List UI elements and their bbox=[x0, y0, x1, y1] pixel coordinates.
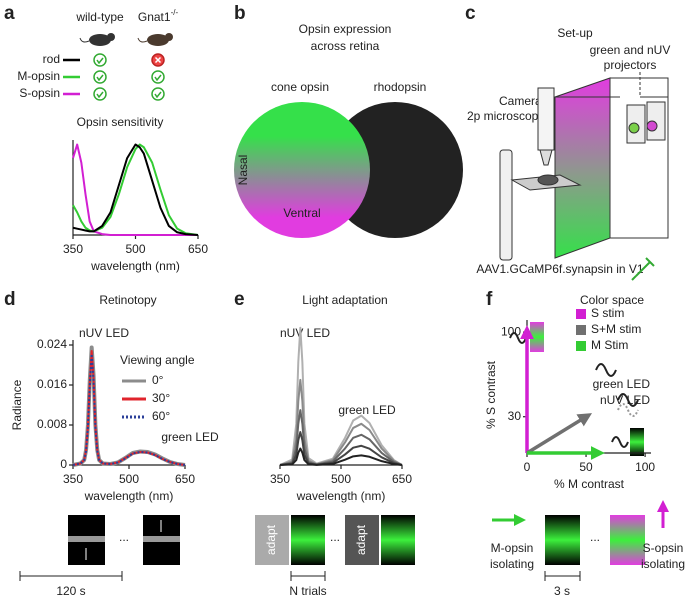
cone-opsin-map bbox=[234, 102, 370, 238]
x-tick-label: 350 bbox=[270, 472, 290, 486]
genotype: Gnat1-/- bbox=[138, 8, 179, 24]
legend-label: 60° bbox=[152, 409, 170, 423]
adapt-label: adapt bbox=[354, 524, 368, 555]
y-axis-label: % S contrast bbox=[484, 360, 498, 429]
panel-label: e bbox=[234, 289, 245, 310]
genotype: wild-type bbox=[75, 10, 124, 24]
panel-label: b bbox=[234, 3, 246, 24]
chart-title: Light adaptation bbox=[302, 293, 387, 307]
status-icons bbox=[93, 53, 165, 101]
curve bbox=[72, 353, 186, 466]
mouse-icon bbox=[79, 33, 115, 46]
y-tick-label: 30 bbox=[508, 409, 522, 423]
setup-label: 2p microscope bbox=[467, 109, 545, 123]
legend-swatch bbox=[576, 325, 586, 335]
x-tick-label: 650 bbox=[392, 472, 412, 486]
stimulus-frames bbox=[492, 500, 669, 581]
map-label: cone opsin bbox=[271, 80, 329, 94]
annotation: nUV LED bbox=[280, 326, 330, 340]
setup-label: projectors bbox=[604, 58, 657, 72]
curve bbox=[72, 143, 199, 236]
chart-title: Retinotopy bbox=[99, 293, 156, 307]
legend-label: rod bbox=[43, 52, 60, 66]
genotype-name: Gnat1 bbox=[138, 10, 171, 24]
x-tick-label: 100 bbox=[635, 460, 655, 474]
syringe-icon bbox=[631, 257, 655, 281]
annotation: green LED bbox=[161, 430, 219, 444]
setup-label: green and nUV bbox=[590, 43, 671, 57]
x-tick-label: 650 bbox=[175, 472, 195, 486]
chart-title: Opsin sensitivity bbox=[77, 115, 164, 129]
stimulus-frames bbox=[19, 515, 180, 581]
x-tick-label: 350 bbox=[63, 472, 83, 486]
stimulus-label: isolating bbox=[641, 557, 685, 571]
axis-direction: Nasal bbox=[236, 155, 250, 186]
annotation: nUV LED bbox=[600, 393, 650, 407]
y-axis-label: Radiance bbox=[10, 379, 24, 430]
legend-label: S-opsin bbox=[19, 86, 60, 100]
legend-swatch bbox=[576, 309, 586, 319]
curve bbox=[279, 447, 403, 466]
legend-label: S+M stim bbox=[591, 322, 641, 336]
mouse-icon bbox=[137, 33, 173, 46]
axis-direction: Ventral bbox=[283, 206, 320, 220]
stimulus-label: S-opsin bbox=[643, 541, 684, 555]
annotation: green LED bbox=[593, 377, 651, 391]
x-axis-label: wavelength (nm) bbox=[296, 489, 386, 503]
genotype-superscript: -/- bbox=[171, 8, 179, 17]
legend-label: S stim bbox=[591, 306, 624, 320]
curve bbox=[72, 143, 198, 236]
panel-title: Opsin expression bbox=[299, 22, 392, 36]
annotation: nUV LED bbox=[79, 326, 129, 340]
y-tick-label: 0.024 bbox=[37, 337, 67, 351]
legend-label: M-opsin bbox=[17, 69, 60, 83]
legend-label: 0° bbox=[152, 373, 164, 387]
scale-label: N trials bbox=[289, 584, 326, 598]
x-tick-label: 500 bbox=[119, 472, 139, 486]
chart-title: Color space bbox=[580, 293, 644, 307]
stimulus-label: M-opsin bbox=[491, 541, 534, 555]
y-tick-label: 0 bbox=[60, 457, 67, 471]
x-tick-label: 350 bbox=[63, 242, 83, 256]
vector bbox=[526, 413, 593, 455]
panel-label: d bbox=[4, 289, 16, 310]
scale-label: 3 s bbox=[554, 584, 570, 598]
x-tick-label: 50 bbox=[579, 460, 593, 474]
annotation: green LED bbox=[338, 403, 396, 417]
adapt-label: adapt bbox=[264, 524, 278, 555]
ellipsis: ... bbox=[330, 530, 340, 544]
legend-label: M Stim bbox=[591, 338, 628, 352]
rhodopsin-map bbox=[327, 102, 463, 238]
x-axis-label: wavelength (nm) bbox=[84, 489, 174, 503]
x-tick-label: 500 bbox=[125, 242, 145, 256]
panel-label: f bbox=[486, 289, 493, 310]
virus-label: AAV1.GCaMP6f.synapsin in V1 bbox=[476, 262, 644, 276]
ellipsis: ... bbox=[119, 530, 129, 544]
panel-title: across retina bbox=[311, 39, 380, 53]
stimulus-frames bbox=[255, 515, 415, 581]
legend-title: Viewing angle bbox=[120, 353, 195, 367]
panel-label: c bbox=[465, 3, 476, 24]
x-tick-label: 500 bbox=[331, 472, 351, 486]
curve bbox=[72, 143, 199, 236]
ellipsis: ... bbox=[590, 530, 600, 544]
stimulus-label: isolating bbox=[490, 557, 534, 571]
y-tick-label: 0.008 bbox=[37, 417, 67, 431]
scale-label: 120 s bbox=[56, 584, 85, 598]
x-tick-label: 0 bbox=[524, 460, 531, 474]
panel-title: Set-up bbox=[557, 26, 593, 40]
x-axis-label: % M contrast bbox=[554, 477, 625, 491]
x-tick-label: 650 bbox=[188, 242, 208, 256]
y-tick-label: 0.016 bbox=[37, 377, 67, 391]
map-label: rhodopsin bbox=[374, 80, 427, 94]
x-axis-label: wavelength (nm) bbox=[90, 259, 180, 273]
setup-label: Camera/ bbox=[499, 94, 546, 108]
legend-label: 30° bbox=[152, 391, 170, 405]
panel-label: a bbox=[4, 3, 15, 24]
y-tick-label: 100 bbox=[501, 324, 521, 338]
setup-illustration bbox=[499, 72, 669, 261]
legend-swatch bbox=[576, 341, 586, 351]
